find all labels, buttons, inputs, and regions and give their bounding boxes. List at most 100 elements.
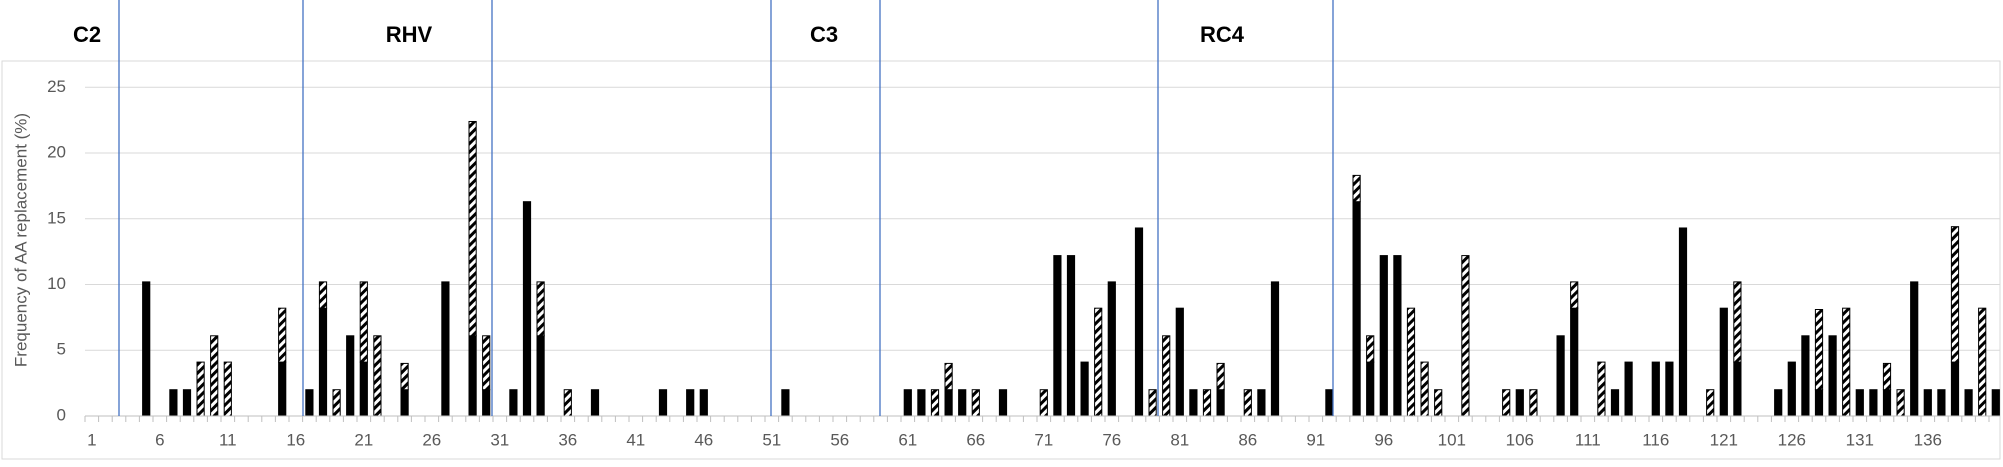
bar-segment [468,120,477,337]
x-tick-label: 76 [1102,430,1121,449]
x-tick-label: 46 [694,430,713,449]
bar-segment [1923,389,1932,417]
bar-segment [1882,389,1892,417]
bar-segment [971,389,980,417]
bar-segment [1216,389,1225,417]
bar-segment [1243,389,1252,417]
x-tick-label: 91 [1306,430,1325,449]
bar-segment [563,389,572,417]
x-tick-label: 61 [898,430,917,449]
x-tick-label: 16 [286,430,305,449]
bar-segment [1651,361,1660,417]
x-tick-label: 136 [1914,430,1942,449]
bar-segment [1107,281,1116,417]
bar-segment [536,281,545,337]
y-tick-label: 0 [57,405,66,424]
bar-segment [1570,281,1579,309]
bar-segment [305,389,314,417]
bar-segment [359,281,368,363]
bar-segment [590,389,600,417]
bar-segment [658,389,668,417]
bar-segment [441,281,450,417]
bar-segment [1039,389,1048,417]
x-tick-label: 11 [219,430,237,449]
bar-segment [1162,335,1171,417]
bar-segment [373,335,382,417]
bar-segment [332,389,341,417]
bar-segment [1801,335,1810,417]
bar-segment [699,389,708,417]
bar-segment [1774,389,1783,417]
region-label: C2 [73,22,101,47]
x-tick-label: 116 [1642,430,1669,449]
bar-segment [400,362,409,391]
bar-segment [1502,389,1511,417]
bar-segment [1991,389,2000,417]
bar-segment [1678,227,1688,417]
bar-segment [903,389,912,417]
x-tick-label: 111 [1575,430,1601,449]
bar-segment [1461,255,1470,417]
x-tick-label: 126 [1778,430,1806,449]
x-tick-label: 71 [1034,430,1053,449]
x-tick-label: 51 [762,430,781,449]
bar-segment [1719,307,1728,417]
x-tick-label: 66 [966,430,985,449]
region-label: C3 [810,22,838,47]
bar-segment [278,361,287,417]
bar-segment [1379,255,1388,417]
bar-segment [318,307,328,417]
y-axis-label: Frequency of AA replacement (%) [11,113,30,367]
y-tick-label: 25 [47,77,66,96]
bar-segment [1053,255,1062,417]
bar-segment [1706,389,1715,417]
bar-segment [400,389,409,417]
bar-segment [346,335,355,417]
bar-segment [1937,389,1946,417]
bar-segment [468,335,477,417]
bar-segment [998,389,1008,417]
bar-segment [1787,361,1796,417]
bar-segment [1624,361,1633,417]
bar-segment [169,389,178,417]
y-tick-label: 10 [47,274,66,293]
bar-segment [1610,389,1620,417]
x-tick-label: 81 [1170,430,1189,449]
x-tick-label: 96 [1374,430,1393,449]
bar-segment [1270,281,1280,417]
bar-segment [318,281,328,309]
bar-segment [1529,389,1538,417]
bar-segment [1257,389,1266,417]
x-tick-label: 21 [354,430,373,449]
x-tick-label: 56 [830,430,849,449]
bar-segment [1950,226,1960,363]
bar-segment [1842,307,1851,417]
bar-segment [1978,307,1987,417]
region-label: RC4 [1200,22,1245,47]
bar-segment [223,361,232,417]
bar-segment [1216,362,1225,391]
bar-segment [1570,307,1579,417]
bar-segment [1869,389,1878,417]
x-tick-label: 31 [490,430,509,449]
bar-segment [1597,361,1606,417]
bar-segment [1515,389,1524,417]
bar-segment [1950,361,1960,417]
bar-segment [1066,255,1076,417]
bar-segment [686,389,695,417]
bar-segment [1434,389,1443,417]
bar-segment [1134,227,1144,417]
bar-segment [944,389,953,417]
bar-segment [1202,389,1212,417]
x-tick-label: 6 [155,430,164,449]
bar-segment [182,389,192,417]
x-tick-label: 26 [422,430,441,449]
bar-segment [944,362,953,391]
bar-segment [1420,361,1429,417]
chart-border [1,60,2001,460]
bar-segment [1080,361,1089,417]
bar-segment [1352,174,1361,203]
x-tick-label: 1 [87,430,96,449]
bar-segment [1896,389,1905,417]
bar-segment [482,335,491,391]
